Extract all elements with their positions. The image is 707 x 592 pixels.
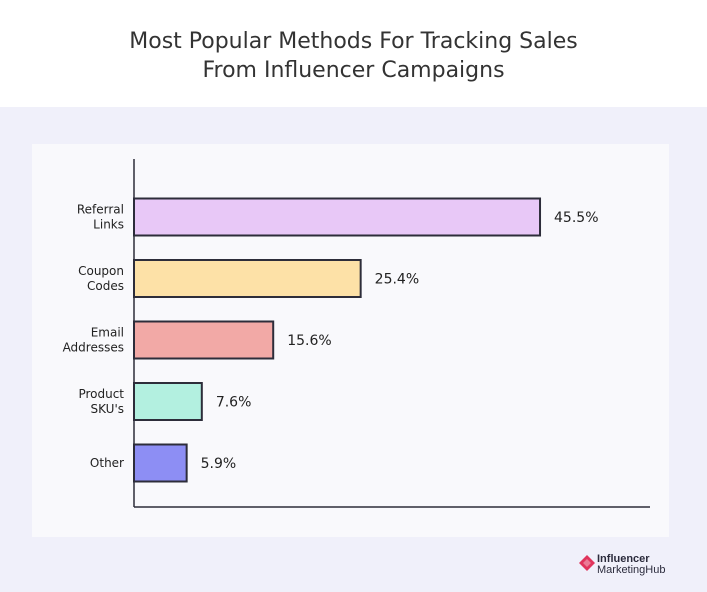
logo-text-line1: Influencer [597,553,650,565]
category-label-1: Referral Links [77,203,124,232]
category-label-2: Coupon Codes [78,264,124,293]
chart-card: 45.5% Referral Links 25.4% Coupon Codes 15.6% E… [32,144,669,537]
value-label-4: 7.6% [216,395,252,411]
value-label-5: 5.9% [201,456,237,472]
bar-3 [133,320,275,360]
chart-title: Most Popular Methods For Tracking Sales … [129,29,578,83]
logo-text-line2: MarketingHub [597,564,666,576]
value-label-3: 15.6% [287,333,331,349]
bar-chart: 45.5% Referral Links 25.4% Coupon Codes 15.6% E… [63,159,650,508]
bar-5 [133,443,188,483]
value-label-1: 45.5% [554,210,598,226]
category-label-3: Email Addresses [63,326,124,355]
bar-2 [133,259,362,298]
bar-4 [133,382,203,421]
value-label-2: 25.4% [375,272,419,288]
category-label-5: Other [90,456,124,470]
brand-logo: Influencer MarketingHub [579,553,679,577]
title-banner: Most Popular Methods For Tracking Sales … [0,0,707,107]
category-label-4: Product SKU's [78,387,124,416]
bar-1 [133,197,542,237]
influencer-marketing-hub-logo-icon [579,555,595,571]
